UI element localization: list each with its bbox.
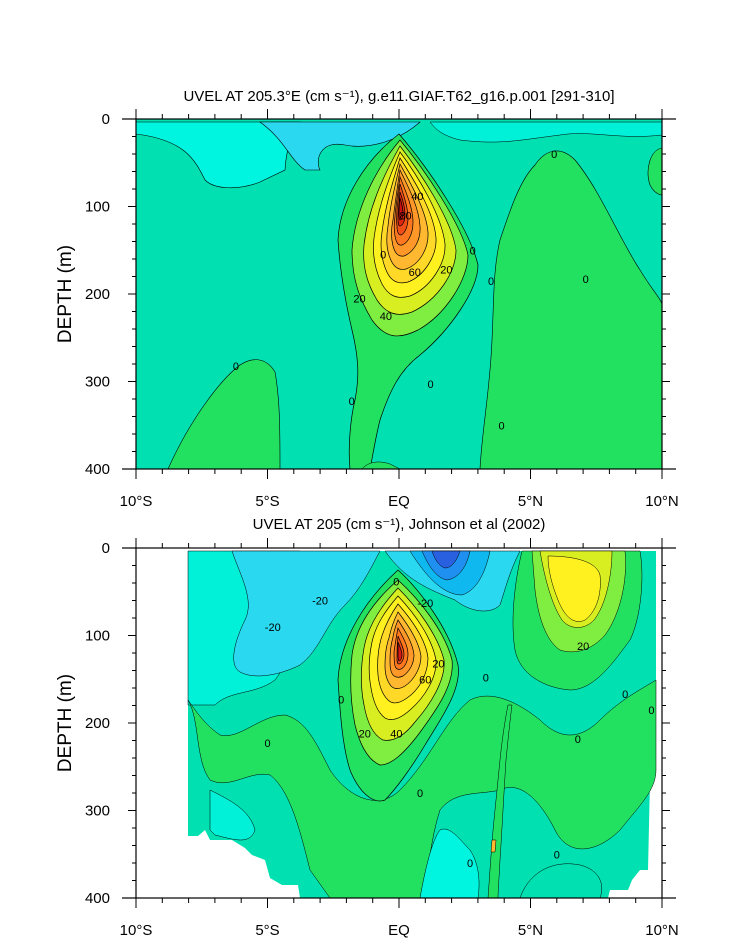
contour-label: 0 xyxy=(499,420,505,432)
y-tick-label: 200 xyxy=(85,286,110,303)
contour-label: 0 xyxy=(338,694,344,706)
contour-label: 0 xyxy=(648,705,654,717)
contour-label: 0 xyxy=(380,250,386,262)
panel-model: UVEL AT 205.3°E (cm s⁻¹), g.e11.GIAF.T62… xyxy=(55,88,679,510)
contour-fill-east-jet-40 xyxy=(547,555,601,622)
contour-label: 0 xyxy=(575,734,581,746)
y-tick-label: 400 xyxy=(85,890,110,907)
contour-fill-neg50-east xyxy=(431,550,461,569)
contour-label: 0 xyxy=(551,149,557,161)
y-tick-label: 300 xyxy=(85,374,110,391)
contour-label: 0 xyxy=(467,858,473,870)
filled-contours-obs xyxy=(187,550,657,898)
contour-fill-west-deep xyxy=(167,359,281,469)
contour-label: 20 xyxy=(353,293,365,305)
contour-label: 0 xyxy=(470,245,476,257)
contour-fill-deep-cyan-2 xyxy=(519,863,603,898)
contour-label: 0 xyxy=(488,276,494,288)
x-tick-label: 10°S xyxy=(120,493,153,510)
contour-label: 20 xyxy=(432,659,444,671)
contour-label: 0 xyxy=(583,274,589,286)
contour-label: -20 xyxy=(417,598,433,610)
x-tick-label: 10°S xyxy=(120,922,153,939)
x-tick-labels-model: 10°S 5°S EQ 5°N 10°N xyxy=(120,493,679,510)
contour-label: 0 xyxy=(622,689,628,701)
contour-fill-east-edge xyxy=(647,147,662,196)
contour-label: -20 xyxy=(265,622,281,634)
contour-label: 40 xyxy=(390,729,402,741)
y-tick-label: 0 xyxy=(102,111,110,128)
contour-fill-green-patches xyxy=(187,679,657,898)
contour-label: 60 xyxy=(409,267,421,279)
y-tick-label: 300 xyxy=(85,803,110,820)
contour-label: 0 xyxy=(483,673,489,685)
contour-fill-small-spot xyxy=(490,839,497,853)
y-axis-label-obs: DEPTH (m) xyxy=(55,674,76,772)
contour-label: -20 xyxy=(312,596,328,608)
contour-label: 40 xyxy=(411,191,423,203)
contour-label: 80 xyxy=(399,210,411,222)
y-tick-label: 100 xyxy=(85,199,110,216)
contour-label: 40 xyxy=(380,311,392,323)
contour-fill-deep-cyan-3 xyxy=(209,789,256,841)
contour-fill-neg20-west xyxy=(231,550,381,677)
filled-contours-model xyxy=(136,119,662,469)
contour-fill-110-120 xyxy=(398,197,404,221)
contour-fill-east-positive xyxy=(479,150,662,469)
axis-ticks-model xyxy=(128,109,670,479)
contour-label: 0 xyxy=(233,361,239,373)
contour-label: 0 xyxy=(393,576,399,588)
contour-label: 0 xyxy=(264,738,270,750)
x-tick-label: 10°N xyxy=(645,922,679,939)
y-tick-label: 400 xyxy=(85,461,110,478)
x-tick-label: EQ xyxy=(388,493,410,510)
contour-label: 20 xyxy=(359,729,371,741)
chart-title-obs: UVEL AT 205 (cm s⁻¹), Johnson et al (200… xyxy=(253,516,546,533)
contour-label: 20 xyxy=(577,641,589,653)
contour-labels-model: 0 0 0 0 0 0 0 0 0 20 20 40 40 60 80 xyxy=(233,149,589,432)
contour-label: 0 xyxy=(349,396,355,408)
contour-label: 0 xyxy=(417,788,423,800)
y-axis-label-model: DEPTH (m) xyxy=(55,245,76,343)
contour-label: 60 xyxy=(419,674,431,686)
x-tick-label: 10°N xyxy=(645,493,679,510)
contour-labels-obs: -20 -20 -20 0 0 0 0 0 0 0 0 0 0 20 20 20 40 60 xyxy=(264,576,654,870)
contour-fill-100-110-obs xyxy=(397,641,403,662)
contour-fill-deep-cyan-1 xyxy=(419,828,480,898)
axis-ticks-obs xyxy=(128,538,670,908)
x-tick-label: 5°N xyxy=(518,922,543,939)
chart-title-model: UVEL AT 205.3°E (cm s⁻¹), g.e11.GIAF.T62… xyxy=(183,88,614,105)
y-tick-label: 200 xyxy=(85,715,110,732)
x-tick-label: 5°S xyxy=(255,922,279,939)
contour-label: 0 xyxy=(554,849,560,861)
x-tick-labels-obs: 10°S 5°S EQ 5°N 10°N xyxy=(120,922,679,939)
euc-core xyxy=(337,133,479,469)
contour-label: 20 xyxy=(440,265,452,277)
contour-label: 0 xyxy=(427,379,433,391)
x-tick-label: EQ xyxy=(388,922,410,939)
y-tick-labels-model: 0 100 200 300 400 xyxy=(85,111,110,478)
y-tick-labels-obs: 0 100 200 300 400 xyxy=(85,540,110,907)
panel-observations: UVEL AT 205 (cm s⁻¹), Johnson et al (200… xyxy=(55,516,679,939)
x-tick-label: 5°S xyxy=(255,493,279,510)
euc-core-obs xyxy=(337,569,459,802)
y-tick-label: 100 xyxy=(85,628,110,645)
contour-fill-neg-surface-east xyxy=(429,121,662,143)
x-tick-label: 5°N xyxy=(518,493,543,510)
y-tick-label: 0 xyxy=(102,540,110,557)
contour-fill-bottom-blob xyxy=(361,461,401,469)
